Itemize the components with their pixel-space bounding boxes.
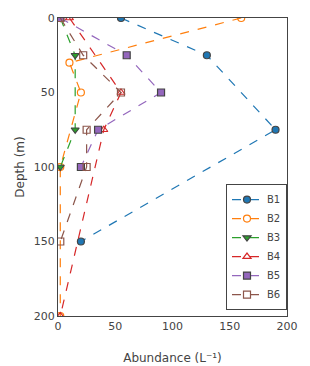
svg-text:B4: B4 bbox=[267, 251, 280, 262]
svg-text:100: 100 bbox=[162, 320, 183, 333]
svg-text:Abundance (L⁻¹): Abundance (L⁻¹) bbox=[123, 351, 222, 365]
svg-text:100: 100 bbox=[34, 161, 55, 174]
svg-text:B6: B6 bbox=[267, 289, 280, 300]
svg-text:Depth (m): Depth (m) bbox=[13, 136, 27, 197]
svg-text:200: 200 bbox=[34, 310, 55, 323]
svg-text:150: 150 bbox=[34, 235, 55, 248]
svg-text:0: 0 bbox=[48, 12, 55, 25]
svg-text:50: 50 bbox=[108, 320, 122, 333]
svg-text:B5: B5 bbox=[267, 270, 280, 281]
svg-text:B3: B3 bbox=[267, 232, 280, 243]
svg-text:B1: B1 bbox=[267, 194, 280, 205]
svg-text:150: 150 bbox=[219, 320, 240, 333]
svg-text:B2: B2 bbox=[267, 213, 280, 224]
svg-text:50: 50 bbox=[41, 86, 55, 99]
svg-text:0: 0 bbox=[55, 320, 62, 333]
svg-text:200: 200 bbox=[277, 320, 298, 333]
